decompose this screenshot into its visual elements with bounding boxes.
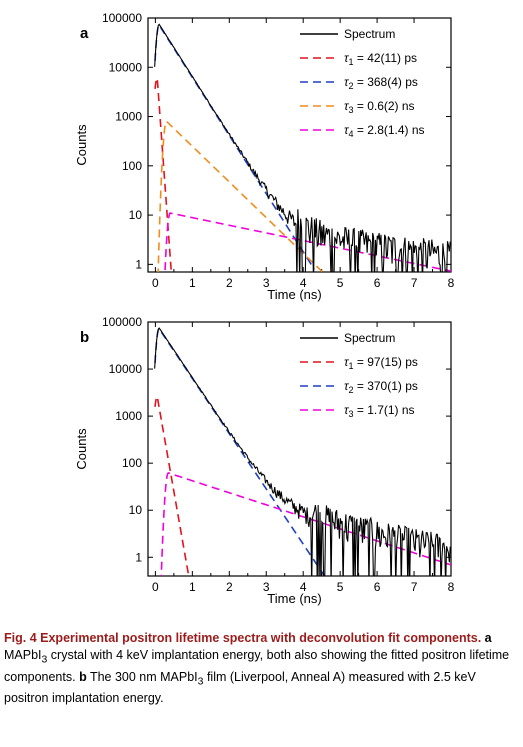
x-tick-label: 5 xyxy=(337,276,344,290)
y-axis-label: Counts xyxy=(74,124,89,166)
legend-label: Spectrum xyxy=(344,331,395,345)
y-axis-label: Counts xyxy=(74,428,89,470)
x-tick-label: 8 xyxy=(448,580,455,594)
x-tick-label: 0 xyxy=(152,580,159,594)
y-tick-label: 10000 xyxy=(109,60,143,74)
series-line-tau2 xyxy=(154,327,326,576)
x-tick-label: 4 xyxy=(300,276,307,290)
y-tick-label: 100 xyxy=(122,456,142,470)
y-tick-label: 1 xyxy=(135,257,142,271)
x-tick-label: 0 xyxy=(152,276,159,290)
caption-b-text-post: film (Liverpool, Anneal A) measured with… xyxy=(4,669,476,706)
legend-label: τ4 = 2.8(1.4) ns xyxy=(344,123,425,139)
series-line-tau1 xyxy=(154,395,190,576)
legend-label: τ1 = 97(15) ps xyxy=(344,355,418,371)
caption-a-text-post: crystal with 4 keV implantation energy, … xyxy=(4,648,510,684)
plot-frame xyxy=(147,321,452,577)
panel-letter: a xyxy=(80,25,89,42)
series-line-tau1 xyxy=(154,76,173,272)
legend: Spectrum τ1 = 97(15) ps τ2 = 370(1) ps τ3 =… xyxy=(300,331,418,419)
x-tick-label: 6 xyxy=(374,276,381,290)
y-tick-label: 10000 xyxy=(109,362,143,376)
y-tick-label: 1 xyxy=(135,550,142,564)
x-tick-label: 3 xyxy=(263,276,270,290)
x-axis-label: Time (ns) xyxy=(267,591,321,606)
x-axis-label: Time (ns) xyxy=(267,287,321,302)
x-tick-label: 5 xyxy=(337,580,344,594)
caption-title: Experimental positron lifetime spectra w… xyxy=(40,631,482,645)
caption-a-letter: a xyxy=(484,631,492,645)
x-tick-label: 2 xyxy=(226,580,233,594)
y-tick-label: 100000 xyxy=(102,315,142,329)
legend: Spectrum τ1 = 42(11) ps τ2 = 368(4) ps τ3 =… xyxy=(300,27,425,139)
y-tick-label: 100 xyxy=(122,159,142,173)
x-tick-label: 7 xyxy=(411,276,418,290)
series-line-spectrum xyxy=(154,327,451,576)
x-tick-label: 1 xyxy=(189,276,196,290)
legend-label: τ1 = 42(11) ps xyxy=(344,51,417,67)
legend-label: τ2 = 368(4) ps xyxy=(344,75,418,91)
x-tick-label: 8 xyxy=(448,276,455,290)
series-line-tau2 xyxy=(154,23,315,270)
x-tick-label: 7 xyxy=(411,580,418,594)
x-tick-label: 1 xyxy=(189,580,196,594)
caption-b-letter: b xyxy=(79,669,87,684)
chart-panel-b: 0 1 2 3 4 5 6 7 8 1 10 100 1000 10000 100000 Time (ns) C… xyxy=(74,315,455,606)
figure-caption: Fig. 4 Experimental positron lifetime sp… xyxy=(4,630,516,707)
caption-a-sub: 3 xyxy=(41,654,48,666)
legend-label: Spectrum xyxy=(344,27,395,41)
x-tick-label: 6 xyxy=(374,580,381,594)
y-tick-label: 1000 xyxy=(115,409,142,423)
caption-a-text-pre: MAPbI xyxy=(4,648,42,662)
y-tick-label: 1000 xyxy=(115,110,142,124)
x-tick-label: 2 xyxy=(226,276,233,290)
x-tick-label: 3 xyxy=(263,580,270,594)
caption-b-text-pre: The 300 nm MAPbI xyxy=(89,669,198,684)
y-tick-label: 10 xyxy=(129,503,143,517)
legend-label: τ2 = 370(1) ps xyxy=(344,379,418,395)
series-line-spectrum xyxy=(154,23,451,272)
y-tick-label: 100000 xyxy=(102,11,142,25)
panel-letter: b xyxy=(80,329,89,346)
caption-fig-label: Fig. 4 xyxy=(4,631,37,645)
x-tick-label: 4 xyxy=(300,580,307,594)
legend-label: τ3 = 1.7(1) ns xyxy=(344,403,415,419)
caption-b-sub: 3 xyxy=(197,676,204,687)
legend-label: τ3 = 0.6(2) ns xyxy=(344,99,415,115)
y-tick-label: 10 xyxy=(129,208,143,222)
